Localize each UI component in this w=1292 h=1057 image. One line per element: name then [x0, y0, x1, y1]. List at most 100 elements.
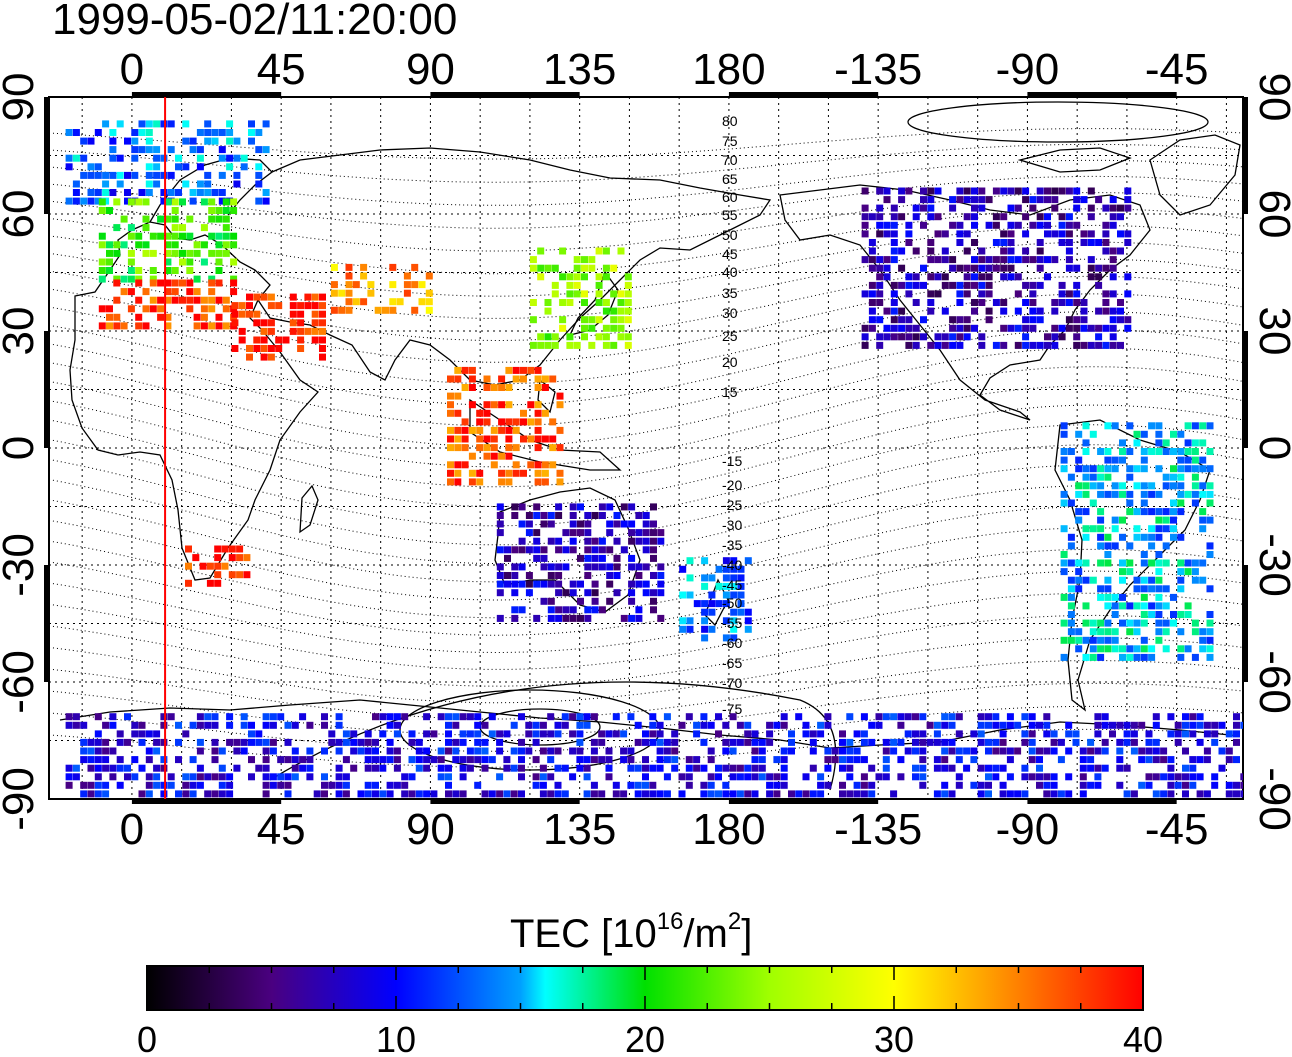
- tec-cell: [1133, 525, 1141, 533]
- tec-cell: [87, 747, 95, 755]
- tec-cell: [788, 790, 795, 798]
- tec-cell: [539, 773, 547, 781]
- tec-cell: [459, 773, 467, 781]
- contour-label: 30: [722, 305, 738, 321]
- tec-cell: [211, 790, 219, 798]
- tec-cell: [532, 730, 540, 738]
- tec-cell: [1225, 747, 1233, 755]
- tec-cell: [817, 721, 825, 729]
- tec-cell: [1079, 781, 1087, 789]
- tec-cell: [1184, 559, 1192, 567]
- tec-cell: [905, 341, 913, 349]
- tec-cell: [971, 324, 978, 332]
- tec-cell: [106, 249, 113, 257]
- tec-cell: [228, 545, 236, 553]
- tec-cell: [576, 764, 584, 772]
- tec-cell: [868, 239, 876, 246]
- tec-cell: [520, 418, 527, 426]
- tec-cell: [1218, 764, 1226, 772]
- tec-cell: [890, 324, 898, 332]
- tec-cell: [153, 764, 161, 772]
- tec-cell: [620, 730, 628, 738]
- tec-cell: [1155, 628, 1163, 636]
- tec-cell: [999, 721, 1007, 729]
- tec-cell: [164, 258, 172, 266]
- tec-cell: [1028, 773, 1036, 781]
- tec-cell: [335, 790, 343, 798]
- tec-cell: [529, 264, 537, 272]
- right-tick-label: -60: [1250, 650, 1292, 714]
- tec-cell: [551, 281, 559, 289]
- tec-cell: [919, 747, 927, 755]
- tec-cell: [730, 591, 738, 599]
- tec-cell: [211, 713, 219, 721]
- tec-cell: [145, 180, 153, 188]
- tec-cell: [284, 738, 292, 746]
- tec-cell: [971, 213, 978, 221]
- tec-cell: [474, 781, 482, 789]
- tec-cell: [408, 773, 416, 781]
- colorbar-title-exp2: 2: [728, 908, 741, 935]
- tec-cell: [744, 790, 752, 798]
- tec-cell: [729, 773, 737, 781]
- tec-cell: [1167, 790, 1175, 798]
- tec-cell: [364, 730, 372, 738]
- tec-cell: [1162, 482, 1170, 490]
- tec-cell: [379, 790, 387, 798]
- tec-cell: [319, 302, 326, 310]
- tec-cell: [795, 713, 803, 721]
- tec-cell: [175, 790, 182, 798]
- tec-cell: [875, 721, 883, 729]
- tec-cell: [496, 563, 504, 571]
- tec-cell: [215, 258, 223, 266]
- tec-cell: [948, 790, 956, 798]
- tec-cell: [512, 366, 520, 374]
- tec-cell: [927, 247, 935, 255]
- tec-cell: [861, 256, 869, 264]
- tec-cell: [1130, 721, 1138, 729]
- tec-cell: [330, 281, 338, 289]
- tec-cell: [1102, 247, 1110, 255]
- tec-cell: [817, 773, 825, 781]
- tec-cell: [876, 341, 884, 349]
- tec-cell: [904, 713, 912, 721]
- tec-cell: [685, 764, 693, 772]
- tec-cell: [1124, 316, 1132, 324]
- tec-cell: [1140, 636, 1148, 644]
- tec-cell: [215, 232, 223, 240]
- tec-cell: [971, 221, 978, 229]
- tec-cell: [1199, 508, 1207, 516]
- tec-cell: [153, 781, 161, 789]
- tec-cell: [1225, 730, 1233, 738]
- tec-cell: [342, 756, 350, 764]
- tec-cell: [98, 267, 106, 274]
- tec-cell: [809, 764, 817, 772]
- tec-cell: [1000, 187, 1008, 195]
- tec-cell: [248, 773, 255, 781]
- tec-cell: [905, 273, 913, 281]
- tec-cell: [1160, 756, 1168, 764]
- tec-cell: [624, 341, 632, 349]
- tec-cell: [1089, 465, 1097, 473]
- tec-cell: [1140, 645, 1148, 653]
- tec-cell: [116, 781, 124, 789]
- tec-cell: [204, 713, 212, 721]
- tec-cell: [116, 171, 124, 179]
- tec-cell: [65, 197, 73, 205]
- tec-cell: [496, 614, 504, 622]
- tec-cell: [504, 546, 511, 554]
- tec-cell: [1073, 264, 1081, 272]
- tec-cell: [1255, 722, 1262, 729]
- tec-cell: [861, 290, 869, 298]
- left-axis-labels: 9060300-30-60-90: [0, 73, 43, 831]
- tec-cell: [613, 537, 621, 545]
- tec-cell: [1199, 456, 1207, 464]
- tec-cell: [512, 469, 520, 477]
- tec-cell: [934, 290, 942, 298]
- tec-cell: [1089, 619, 1097, 627]
- tec-cell: [591, 563, 599, 571]
- tec-cell: [1051, 324, 1059, 332]
- tec-cell: [306, 773, 314, 781]
- tec-cell: [72, 197, 80, 205]
- tec-cell: [831, 756, 839, 764]
